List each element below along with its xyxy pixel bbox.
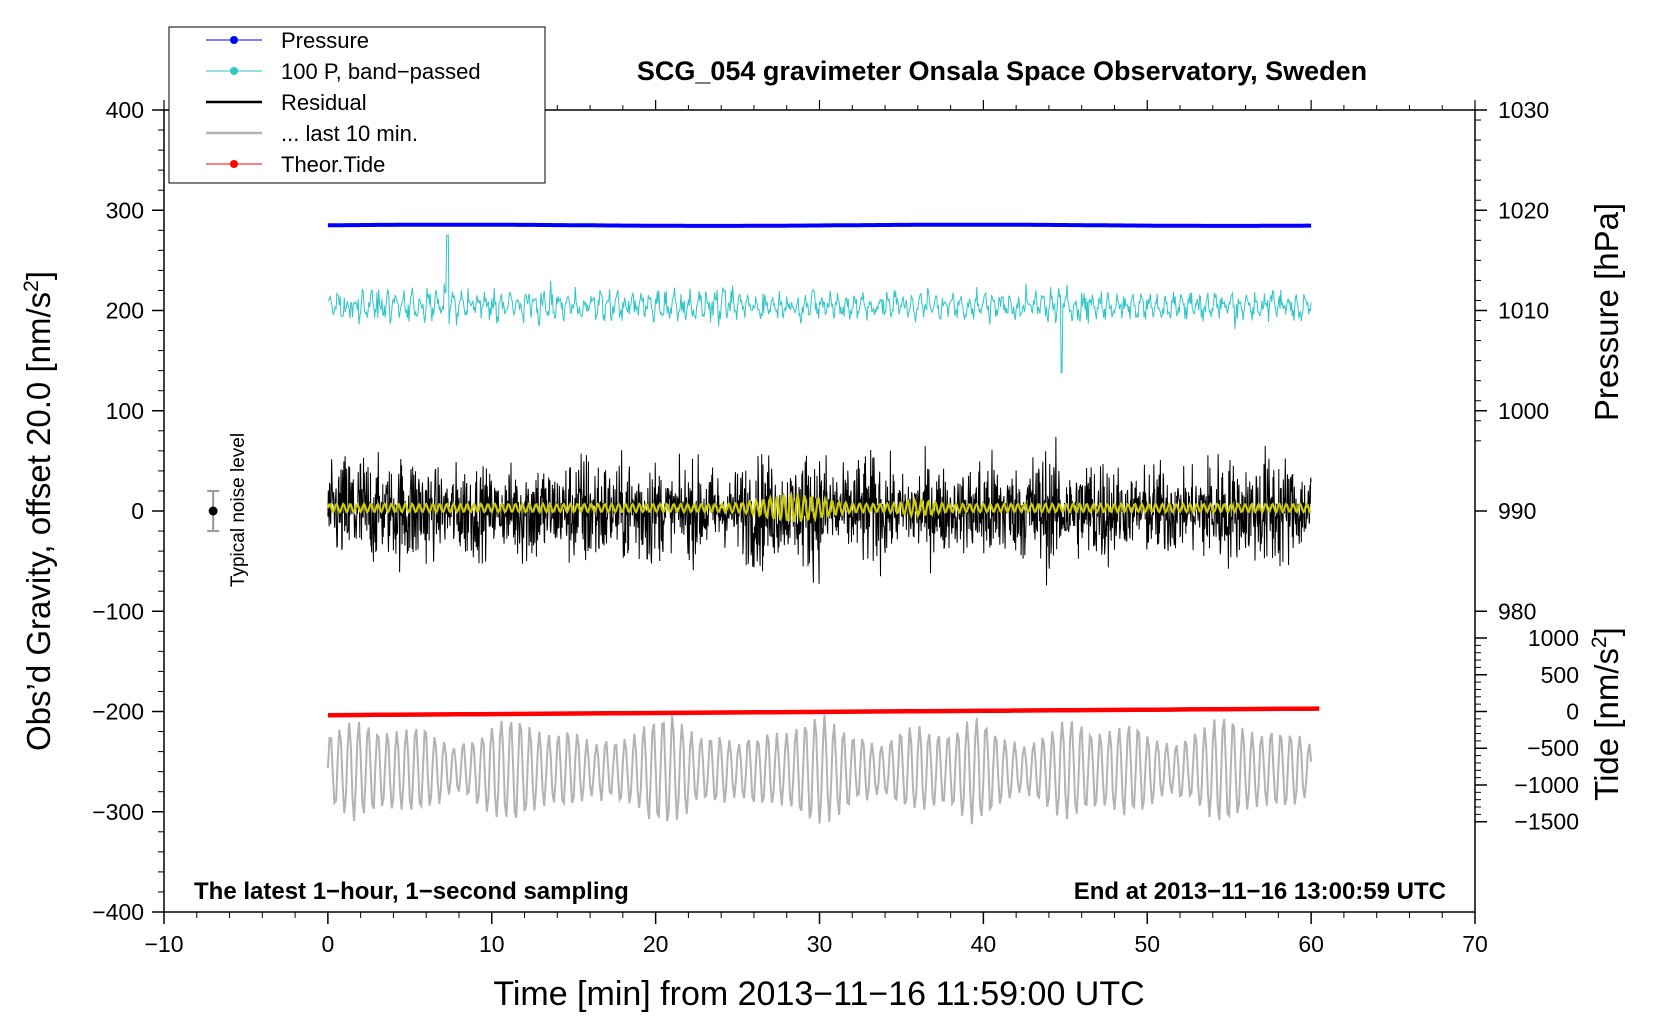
legend-label: Theor.Tide: [281, 152, 385, 177]
series-residual: [327, 436, 1312, 586]
y-tick-label: −100: [92, 598, 144, 624]
y-tick-label: 300: [106, 197, 144, 223]
tide-tick-label: −1500: [1514, 809, 1579, 835]
x-tick-label: 70: [1462, 931, 1488, 957]
x-tick-label: 10: [479, 931, 505, 957]
legend: Pressure 100 P, band−passed Residual ... la…: [168, 26, 546, 184]
tide-axis-label: Tide [nm/s2]: [1588, 627, 1625, 801]
series-group: [326, 222, 1320, 825]
y-axis-label-main: Obs’d Gravity, offset 20.0 [nm/s: [20, 292, 57, 751]
chart-title: SCG_054 gravimeter Onsala Space Observat…: [637, 56, 1367, 86]
pressure-tick-label: 1000: [1498, 398, 1549, 424]
pressure-tick-label: 980: [1498, 598, 1536, 624]
x-tick-label: −10: [144, 931, 183, 957]
x-axis-ticks: −10 0 10 20 30 40 50 60 70: [144, 100, 1488, 957]
tide-axis-ticks: −1500 −1000 −500 0 500 1000: [1475, 625, 1579, 835]
pressure-tick-label: 1010: [1498, 298, 1549, 324]
x-axis-label: Time [min] from 2013−11−16 11:59:00 UTC: [493, 975, 1144, 1013]
x-tick-label: 30: [807, 931, 833, 957]
x-tick-label: 40: [971, 931, 997, 957]
y-tick-label: −300: [92, 799, 144, 825]
legend-label: ... last 10 min.: [281, 121, 418, 146]
y-axis-label-close: ]: [20, 271, 57, 280]
tide-tick-label: −500: [1527, 735, 1579, 761]
y-tick-label: −400: [92, 899, 144, 925]
pressure-tick-label: 1030: [1498, 97, 1549, 123]
legend-label: 100 P, band−passed: [281, 59, 481, 84]
x-tick-label: 0: [321, 931, 334, 957]
tide-tick-label: 500: [1541, 662, 1579, 688]
x-tick-label: 60: [1298, 931, 1324, 957]
tide-axis-label-main: Tide [nm/s: [1588, 648, 1625, 801]
tide-tick-label: −1000: [1514, 772, 1579, 798]
pressure-axis-label: Pressure [hPa]: [1588, 203, 1625, 421]
tide-axis-label-exponent: 2: [1588, 636, 1611, 648]
y-tick-label: 200: [106, 298, 144, 324]
legend-marker: [230, 36, 238, 44]
y-axis-label: Obs’d Gravity, offset 20.0 [nm/s2]: [20, 271, 57, 751]
y-axis-ticks: −400 −300 −200 −100 0 100 200 300 400: [92, 97, 164, 925]
y-tick-label: 100: [106, 398, 144, 424]
series-pressure: [327, 222, 1312, 228]
noise-level-marker: [207, 489, 220, 533]
series-filtered: [326, 490, 1312, 523]
y-axis-label-exponent: 2: [20, 280, 43, 292]
legend-label: Pressure: [281, 28, 369, 53]
pressure-axis-ticks: 980 990 1000 1010 1020 1030: [1475, 97, 1549, 624]
legend-marker: [230, 160, 238, 168]
pressure-tick-label: 990: [1498, 498, 1536, 524]
tide-tick-label: 1000: [1528, 625, 1579, 651]
legend-box: [168, 26, 546, 184]
annotation-sampling: The latest 1−hour, 1−second sampling: [194, 878, 629, 905]
y-tick-label: −200: [92, 699, 144, 725]
tide-tick-label: 0: [1566, 699, 1579, 725]
x-tick-label: 20: [643, 931, 669, 957]
y-tick-label: 0: [131, 498, 144, 524]
series-theoretical-tide: [327, 706, 1320, 718]
noise-center-dot: [208, 506, 218, 516]
noise-level-label: Typical noise level: [228, 433, 249, 587]
pressure-tick-label: 1020: [1498, 197, 1549, 223]
legend-marker: [230, 67, 238, 75]
legend-label: Residual: [281, 90, 367, 115]
series-last-10-min: [326, 714, 1313, 825]
y-tick-label: 400: [106, 97, 144, 123]
x-tick-label: 50: [1134, 931, 1160, 957]
annotation-end-time: End at 2013−11−16 13:00:59 UTC: [1074, 878, 1446, 905]
tide-axis-label-close: ]: [1588, 627, 1625, 636]
series-band-passed: [327, 234, 1312, 374]
